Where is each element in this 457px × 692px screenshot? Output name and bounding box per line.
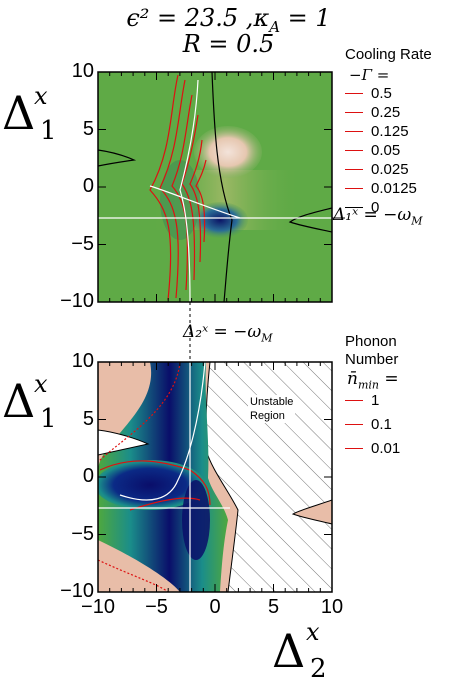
top-legend-subtitle: −Γ = (349, 66, 390, 84)
top-legend-label: 0.5 (371, 85, 392, 102)
bottom-legend-title-3: n̄min = (347, 369, 399, 392)
top-white-curve (179, 79, 199, 302)
top-legend-swatch (345, 131, 363, 132)
bottom-legend-title-2: Number (345, 351, 399, 368)
bottom-legend-entry: 0.01 (345, 436, 400, 460)
mid-annotation-delta2: Δ₂ˣ = −ωM (183, 322, 273, 345)
bottom-legend-label: 0.01 (371, 439, 401, 457)
bottom-xtick-label: 5 (267, 596, 280, 618)
bottom-white-curve (119, 362, 206, 501)
top-legend-entry: 0.125 (345, 122, 409, 141)
chart-title-line-1: ϵ² = 23.5 ,κA = 1 (126, 4, 331, 36)
top-legend-swatch (345, 169, 363, 170)
top-contour-5 (189, 139, 203, 263)
top-legend-swatch (345, 207, 363, 208)
bottom-legend-label: 0.1 (371, 415, 392, 433)
bottom-ytick-label: 10 (71, 350, 94, 372)
top-heatmap (98, 72, 332, 302)
unstable-region-label: Unstable Region (248, 395, 296, 423)
top-annotation-delta1: Δ₁ˣ = −ωM (333, 205, 423, 228)
top-ytick-label: −5 (71, 232, 94, 255)
top-legend-entry: 0.0125 (345, 179, 417, 198)
top-ytick-label: 5 (82, 117, 94, 140)
bottom-ytick-label: 0 (82, 465, 94, 487)
top-legend-swatch (345, 112, 363, 113)
top-zero-left-lobe (98, 149, 137, 167)
top-legend-label: 0.025 (371, 161, 409, 178)
top-pink-region (194, 126, 262, 178)
bottom-pink-lobe-right (291, 499, 332, 525)
top-legend-entry: 0.5 (345, 84, 392, 103)
top-legend-entry: 0.05 (345, 141, 400, 160)
bottom-legend-entry: 0.1 (345, 412, 392, 436)
bottom-blue-vertical (182, 480, 210, 560)
top-zero-right-lobe (288, 207, 332, 233)
top-legend-swatch (345, 93, 363, 94)
bottom-legend-entry: 1 (345, 388, 379, 412)
bottom-xtick-label: 0 (209, 596, 221, 618)
top-white-diag (149, 185, 241, 219)
top-legend-swatch (345, 150, 363, 151)
bottom-xtick-label: −5 (145, 596, 168, 618)
top-legend-entry: 0 (345, 198, 379, 217)
top-legend-label: 0.25 (371, 104, 401, 121)
top-legend-label: 0 (371, 199, 380, 216)
bottom-white-lobe-left (98, 429, 150, 456)
top-legend-swatch (345, 188, 363, 189)
top-legend-label: 0.0125 (371, 180, 417, 197)
bottom-xtick-label: 10 (320, 596, 344, 618)
top-ytick-label: 10 (71, 60, 94, 82)
bottom-ytick-label: 5 (82, 407, 94, 430)
top-ytick-label: 0 (82, 175, 94, 197)
bottom-legend-label: 1 (371, 391, 380, 409)
bottom-white-lines (98, 362, 230, 592)
bottom-ytick-label: −10 (60, 580, 94, 602)
bottom-contour-2 (129, 497, 201, 511)
top-ytick-label: −10 (60, 290, 94, 312)
top-contour-2 (159, 79, 186, 299)
bottom-contour-4 (98, 559, 169, 592)
bottom-heatmap (98, 362, 332, 592)
top-legend-label: 0.05 (371, 142, 401, 159)
top-white-lines (98, 79, 332, 302)
bottom-xtick-label: −10 (81, 596, 115, 618)
bottom-legend-swatch (345, 447, 363, 449)
axis-ticks (97, 71, 333, 593)
bottom-legend-swatch (345, 399, 363, 401)
bottom-contour-3 (98, 362, 181, 463)
bottom-blue-core (98, 460, 205, 510)
top-legend-entry: 0.025 (345, 160, 409, 179)
chart-title-line-2: R = 0.5 (182, 30, 275, 58)
top-legend-entry: 0.25 (345, 103, 400, 122)
top-legend-title: Cooling Rate (345, 46, 432, 63)
top-legend-label: 0.125 (371, 123, 409, 140)
bottom-legend-title: Phonon (345, 333, 397, 350)
bottom-ytick-label: −5 (71, 522, 94, 545)
top-contour-3 (171, 94, 193, 291)
top-blue-region (192, 202, 248, 238)
bottom-legend-swatch (345, 423, 363, 425)
top-contour-1 (149, 74, 179, 301)
